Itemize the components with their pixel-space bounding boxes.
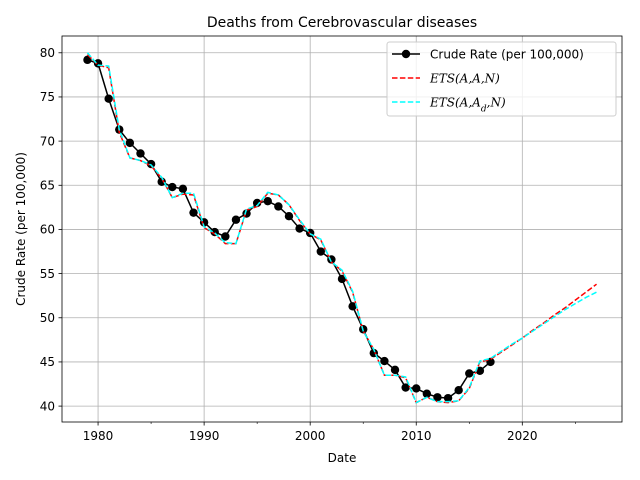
data-point — [348, 302, 357, 311]
data-point — [104, 94, 113, 103]
data-point — [295, 224, 304, 233]
x-tick-label: 2020 — [507, 429, 538, 443]
data-point — [380, 356, 389, 366]
data-point — [146, 159, 156, 169]
data-point — [125, 138, 135, 148]
data-point — [316, 247, 325, 256]
series-line-2 — [86, 52, 597, 404]
x-tick-label: 1980 — [83, 429, 114, 443]
data-point — [284, 211, 294, 221]
plot-area — [83, 52, 597, 404]
data-point — [252, 198, 262, 208]
data-point — [263, 196, 272, 206]
data-point — [136, 149, 145, 158]
legend: Crude Rate (per 100,000) ETS(A,A,N) ETS(A,… — [386, 41, 617, 117]
y-tick-label: 50 — [40, 311, 55, 325]
data-point — [465, 369, 474, 378]
data-point — [221, 232, 230, 241]
data-point — [83, 55, 92, 65]
data-point — [486, 357, 495, 367]
y-tick-label: 40 — [40, 399, 55, 413]
data-point — [189, 208, 198, 217]
y-tick-label: 55 — [40, 267, 55, 281]
y-tick-label: 75 — [40, 90, 55, 104]
data-point — [178, 184, 188, 194]
data-point — [433, 393, 442, 402]
axis-ticks: 1980 1990 2000 2010 2020 40 45 50 55 60 65 70 75 80 — [40, 46, 576, 443]
y-tick-label: 80 — [40, 46, 55, 60]
legend-label: Crude Rate (per 100,000) — [430, 48, 584, 62]
data-point — [454, 386, 463, 395]
y-tick-label: 70 — [40, 134, 55, 148]
x-axis-label: Date — [328, 451, 357, 465]
chart-title: Deaths from Cerebrovascular diseases — [207, 15, 477, 31]
data-point — [157, 177, 166, 186]
x-tick-label: 2010 — [401, 429, 432, 443]
data-point — [422, 389, 432, 398]
y-axis-label: Crude Rate (per 100,000) — [14, 152, 28, 306]
data-point — [412, 384, 421, 393]
y-tick-label: 60 — [40, 223, 55, 237]
legend-label: ETS(A,A,N) — [429, 72, 500, 86]
data-point — [168, 182, 177, 192]
data-point — [401, 383, 410, 392]
legend-box — [386, 41, 617, 117]
data-point — [443, 393, 453, 403]
data-point — [475, 366, 485, 375]
x-tick-label: 1990 — [189, 429, 220, 443]
legend-label: ETS(A,Ad,N) — [429, 96, 506, 115]
axes-frame — [61, 35, 623, 423]
data-point — [274, 202, 283, 211]
y-tick-label: 65 — [40, 179, 55, 193]
data-point — [390, 365, 400, 375]
y-tick-label: 45 — [40, 355, 55, 369]
legend-marker — [401, 49, 411, 59]
data-point — [231, 215, 241, 224]
x-tick-label: 2000 — [295, 429, 326, 443]
